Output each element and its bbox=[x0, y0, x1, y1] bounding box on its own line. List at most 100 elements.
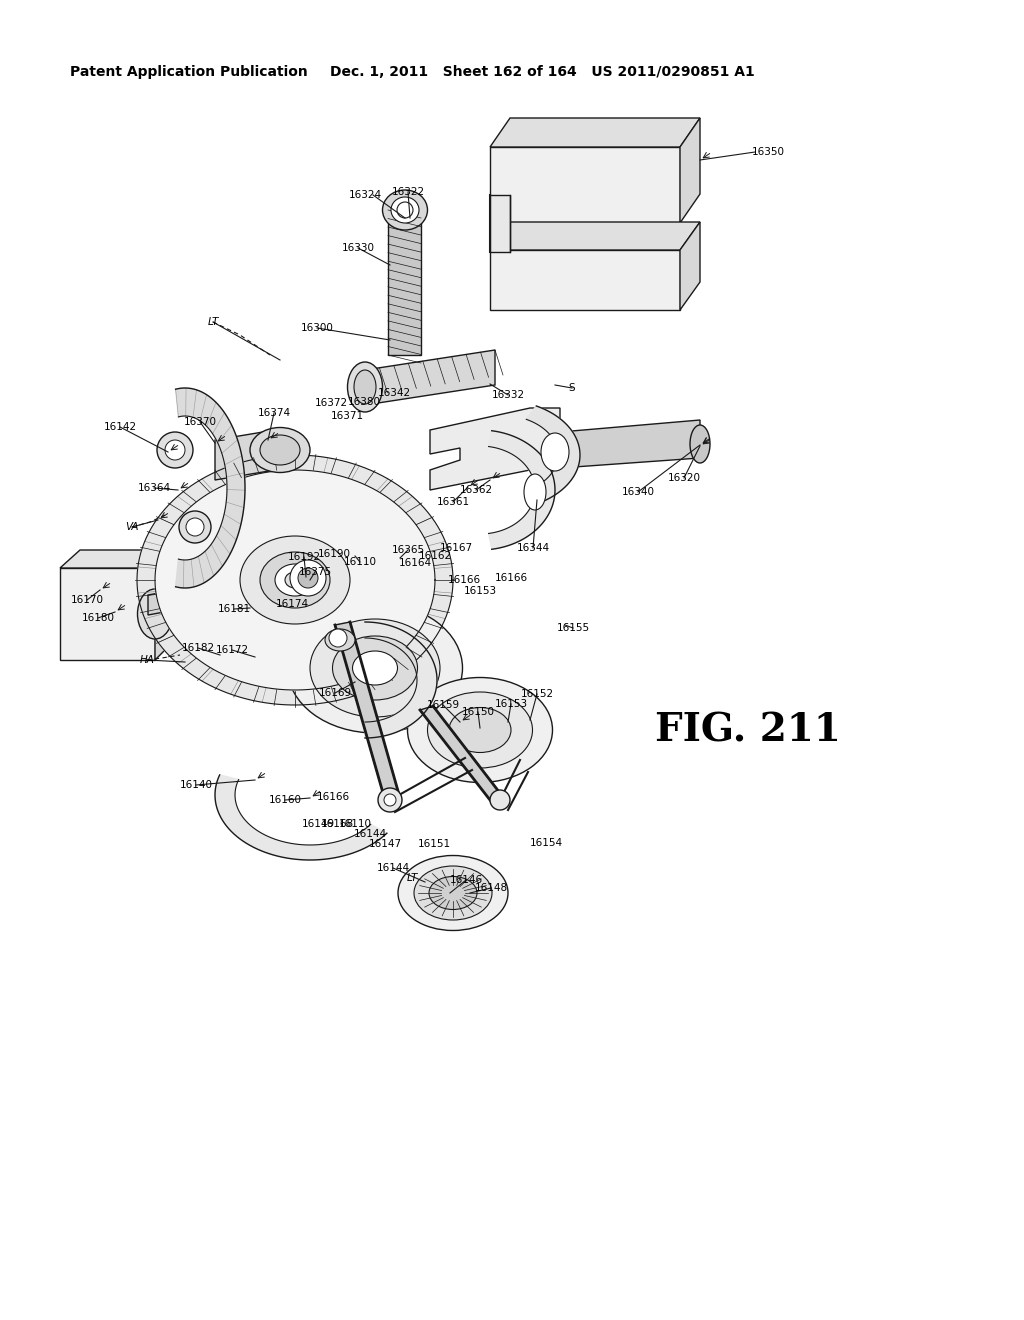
Ellipse shape bbox=[310, 619, 440, 717]
Circle shape bbox=[298, 568, 318, 587]
Text: 16320: 16320 bbox=[668, 473, 700, 483]
Text: Patent Application Publication: Patent Application Publication bbox=[70, 65, 308, 79]
Ellipse shape bbox=[260, 436, 300, 465]
Polygon shape bbox=[526, 407, 580, 504]
Text: 16142: 16142 bbox=[103, 422, 136, 432]
Polygon shape bbox=[680, 222, 700, 310]
Text: 16166: 16166 bbox=[447, 576, 480, 585]
Text: 16153: 16153 bbox=[495, 700, 527, 709]
Polygon shape bbox=[155, 550, 175, 660]
Text: 16159: 16159 bbox=[426, 700, 460, 710]
Polygon shape bbox=[365, 622, 437, 738]
Polygon shape bbox=[60, 568, 155, 660]
Ellipse shape bbox=[354, 370, 376, 404]
Text: 16322: 16322 bbox=[391, 187, 425, 197]
Polygon shape bbox=[430, 408, 560, 490]
Text: 16164: 16164 bbox=[398, 558, 431, 568]
Text: 16365: 16365 bbox=[391, 545, 425, 554]
Ellipse shape bbox=[524, 474, 546, 510]
Text: 16144: 16144 bbox=[353, 829, 387, 840]
Ellipse shape bbox=[333, 636, 418, 700]
Text: 16168: 16168 bbox=[321, 818, 353, 829]
Polygon shape bbox=[175, 388, 245, 587]
Ellipse shape bbox=[391, 197, 419, 223]
Circle shape bbox=[490, 789, 510, 810]
Text: 16364: 16364 bbox=[137, 483, 171, 492]
Text: 16167: 16167 bbox=[439, 543, 472, 553]
Ellipse shape bbox=[250, 428, 310, 473]
Circle shape bbox=[329, 630, 347, 647]
Polygon shape bbox=[60, 550, 175, 568]
Text: 16372: 16372 bbox=[314, 399, 347, 408]
Text: 16110: 16110 bbox=[339, 818, 372, 829]
Polygon shape bbox=[490, 117, 700, 147]
Text: 16182: 16182 bbox=[181, 643, 215, 653]
Polygon shape bbox=[365, 350, 495, 405]
Text: 16350: 16350 bbox=[752, 147, 784, 157]
Text: 16166: 16166 bbox=[316, 792, 349, 803]
Text: 16180: 16180 bbox=[82, 612, 115, 623]
Text: 16151: 16151 bbox=[418, 840, 451, 849]
Text: 16170: 16170 bbox=[71, 595, 103, 605]
Polygon shape bbox=[335, 622, 400, 800]
Polygon shape bbox=[680, 117, 700, 223]
Text: HA: HA bbox=[139, 655, 155, 665]
Text: 16144: 16144 bbox=[377, 863, 410, 873]
Text: 16153: 16153 bbox=[464, 586, 497, 597]
Polygon shape bbox=[488, 430, 555, 549]
Polygon shape bbox=[490, 195, 510, 252]
Text: 16375: 16375 bbox=[298, 568, 332, 577]
Text: FIG. 211: FIG. 211 bbox=[655, 711, 841, 748]
Text: 16150: 16150 bbox=[462, 708, 495, 717]
Text: 16166: 16166 bbox=[495, 573, 527, 583]
Text: LT: LT bbox=[207, 317, 219, 327]
Circle shape bbox=[397, 202, 413, 218]
Polygon shape bbox=[215, 430, 275, 480]
Ellipse shape bbox=[427, 692, 532, 768]
Polygon shape bbox=[490, 249, 680, 310]
Polygon shape bbox=[155, 470, 435, 690]
Polygon shape bbox=[137, 455, 453, 705]
Text: 16146: 16146 bbox=[450, 875, 482, 884]
Polygon shape bbox=[560, 420, 700, 469]
Polygon shape bbox=[420, 706, 503, 800]
Text: LT: LT bbox=[407, 873, 418, 883]
Circle shape bbox=[378, 788, 402, 812]
Circle shape bbox=[384, 795, 396, 807]
Ellipse shape bbox=[285, 572, 305, 587]
Ellipse shape bbox=[260, 552, 330, 609]
Text: 16380: 16380 bbox=[347, 397, 381, 407]
Text: Dec. 1, 2011   Sheet 162 of 164   US 2011/0290851 A1: Dec. 1, 2011 Sheet 162 of 164 US 2011/02… bbox=[330, 65, 755, 79]
Text: 16362: 16362 bbox=[460, 484, 493, 495]
Text: 16147: 16147 bbox=[369, 840, 401, 849]
Text: 16169: 16169 bbox=[318, 688, 351, 698]
Text: 16342: 16342 bbox=[378, 388, 411, 399]
Ellipse shape bbox=[325, 630, 355, 651]
Circle shape bbox=[186, 517, 204, 536]
Text: 16374: 16374 bbox=[257, 408, 291, 418]
Text: 16371: 16371 bbox=[331, 411, 364, 421]
Polygon shape bbox=[388, 210, 421, 355]
Text: 16140: 16140 bbox=[179, 780, 213, 789]
Ellipse shape bbox=[690, 425, 710, 463]
Text: 16110: 16110 bbox=[343, 557, 377, 568]
Circle shape bbox=[157, 432, 193, 469]
Ellipse shape bbox=[541, 433, 569, 471]
Text: 16324: 16324 bbox=[348, 190, 382, 201]
Text: 16190: 16190 bbox=[317, 549, 350, 558]
Circle shape bbox=[165, 440, 185, 459]
Text: 16162: 16162 bbox=[419, 550, 452, 561]
Text: 16340: 16340 bbox=[622, 487, 654, 498]
Text: 16172: 16172 bbox=[215, 645, 249, 655]
Text: 16149: 16149 bbox=[301, 818, 335, 829]
Text: 16155: 16155 bbox=[556, 623, 590, 634]
Text: 16154: 16154 bbox=[529, 838, 562, 847]
Ellipse shape bbox=[275, 564, 315, 597]
Ellipse shape bbox=[347, 362, 383, 412]
Polygon shape bbox=[215, 775, 387, 861]
Text: 16330: 16330 bbox=[341, 243, 375, 253]
Polygon shape bbox=[148, 579, 230, 615]
Text: 16181: 16181 bbox=[217, 605, 251, 614]
Polygon shape bbox=[490, 222, 700, 249]
Text: 16332: 16332 bbox=[492, 389, 524, 400]
